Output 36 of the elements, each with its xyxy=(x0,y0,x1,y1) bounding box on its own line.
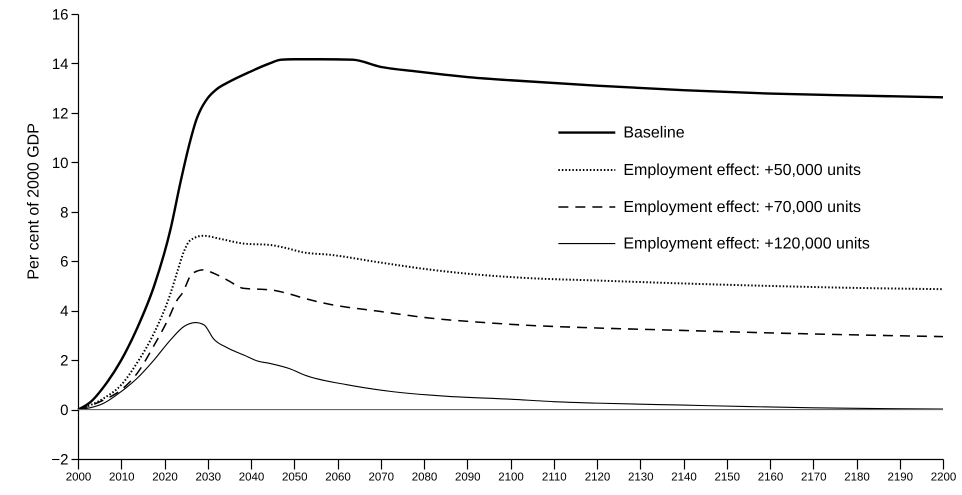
y-tick-label: 10 xyxy=(52,154,68,172)
y-tick-label: 16 xyxy=(52,6,68,24)
y-tick-label: 0 xyxy=(60,402,68,420)
y-tick-label: −2 xyxy=(51,452,68,468)
x-tick-label: 2110 xyxy=(542,472,567,484)
x-tick-label: 2070 xyxy=(368,472,394,484)
x-tick-label: 2200 xyxy=(930,472,956,484)
x-tick-label: 2080 xyxy=(412,472,438,484)
x-tick-label: 2000 xyxy=(66,472,92,484)
legend-label: Employment effect: +50,000 units xyxy=(623,162,861,180)
x-tick-label: 2030 xyxy=(195,472,222,484)
x-tick-label: 2120 xyxy=(584,472,610,484)
legend-label: Employment effect: +120,000 units xyxy=(623,236,870,253)
x-tick-label: 2130 xyxy=(628,472,654,484)
y-tick-label: 12 xyxy=(52,105,68,122)
x-tick-label: 2060 xyxy=(325,472,351,484)
y-tick-label: 14 xyxy=(52,56,68,73)
y-tick-label: 2 xyxy=(60,352,68,370)
x-tick-label: 2090 xyxy=(454,472,481,484)
x-tick-label: 2150 xyxy=(714,472,740,484)
y-axis-title: Per cent of 2000 GDP xyxy=(25,123,42,280)
y-tick-label: 4 xyxy=(60,303,68,320)
legend-label: Employment effect: +70,000 units xyxy=(623,199,861,216)
x-tick-label: 2040 xyxy=(238,472,264,484)
y-tick-label: 6 xyxy=(60,254,68,271)
x-tick-label: 2020 xyxy=(152,472,178,484)
x-tick-label: 2180 xyxy=(844,472,870,484)
x-tick-label: 2140 xyxy=(671,472,697,484)
x-tick-label: 2160 xyxy=(758,472,784,484)
legend-label: Baseline xyxy=(623,124,685,142)
x-tick-label: 2170 xyxy=(800,472,827,484)
x-tick-label: 2100 xyxy=(498,472,524,484)
x-tick-label: 2050 xyxy=(282,472,308,484)
x-tick-label: 2010 xyxy=(108,472,135,484)
x-tick-label: 2190 xyxy=(887,472,914,484)
y-tick-label: 8 xyxy=(60,204,68,222)
